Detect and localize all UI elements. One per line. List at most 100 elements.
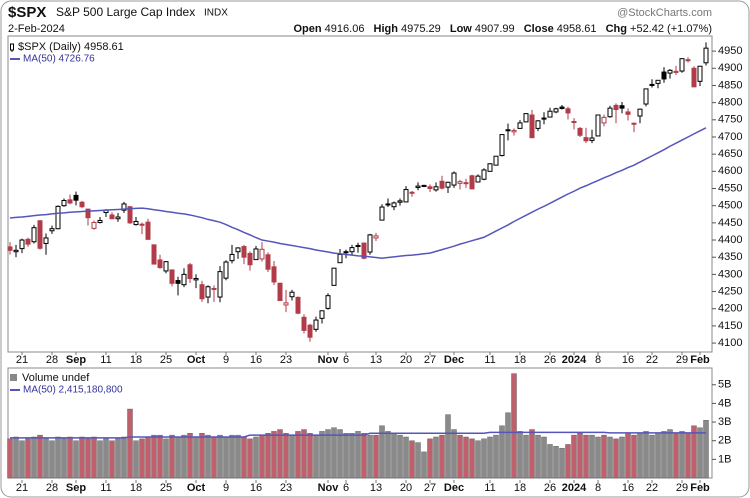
candle-body (289, 291, 295, 298)
candle-body (667, 69, 673, 74)
candle-body (253, 248, 259, 261)
volume-bar (181, 434, 187, 479)
volume-bar (151, 434, 157, 479)
candle-body (517, 122, 523, 129)
volume-bar (673, 433, 679, 479)
x-tick-label: 16 (622, 354, 634, 366)
candle-body (283, 302, 289, 306)
volume-bar (193, 436, 199, 479)
legend-icon (10, 374, 17, 381)
volume-bar (379, 425, 385, 479)
x-tick-label: 28 (46, 354, 58, 366)
volume-bar (685, 433, 691, 479)
volume-bar (55, 436, 61, 479)
candle-body (43, 237, 49, 244)
candle-body (631, 122, 637, 125)
candle-body (175, 280, 181, 284)
candle-body (547, 110, 553, 118)
volume-bar (607, 436, 613, 479)
candle-body (385, 203, 391, 206)
volume-bar (91, 436, 97, 479)
x-tick-label: Oct (187, 354, 206, 366)
plot: 4100 4150 4200 4250 4300 4350 4400 4450 4500 4550… (7, 42, 742, 494)
quote-label: Low (450, 23, 472, 35)
y-tick-label: 4300 (718, 268, 742, 280)
x-tick-label: 26 (544, 482, 556, 494)
candle-body (415, 185, 421, 188)
volume-bar (259, 434, 265, 479)
volume-bar (301, 429, 307, 479)
candle-body (13, 249, 19, 253)
candle-body (487, 163, 493, 172)
x-tick-label: 13 (370, 354, 382, 366)
x-tick-label: Feb (690, 354, 710, 366)
x-tick-label: 21 (16, 354, 28, 366)
y-tick-label: 4700 (718, 131, 742, 143)
quote-value: 4907.99 (475, 23, 515, 35)
candle-body (343, 251, 349, 254)
source: @StockCharts.com (617, 7, 712, 19)
x-tick-label: 13 (370, 482, 382, 494)
volume-bar (163, 438, 169, 479)
volume-bar (595, 436, 601, 479)
volume-bar (421, 451, 427, 479)
x-tick-label: 11 (100, 354, 111, 366)
candle-body (97, 219, 103, 224)
candle-body (235, 247, 241, 253)
candle-body (127, 206, 133, 224)
volume-bar (427, 438, 433, 479)
volume-bar (697, 427, 703, 479)
y-tick-label: 4750 (718, 114, 742, 126)
x-tick-label: 18 (130, 354, 142, 366)
y-tick-label: 4500 (718, 200, 742, 212)
volume-bar (529, 429, 535, 479)
volume-bar (625, 433, 631, 479)
volume-bar (523, 434, 529, 479)
candle-body (169, 269, 175, 284)
volume-bar (493, 434, 499, 479)
candle-body (373, 235, 379, 239)
candle-body (703, 47, 709, 64)
candle-body (325, 295, 331, 309)
candle-body (355, 245, 361, 248)
volume-bar (655, 433, 661, 479)
candle-body (223, 261, 229, 279)
volume-bar (253, 436, 259, 479)
candle-body (181, 273, 187, 286)
volume-bar (265, 433, 271, 479)
candle-body (37, 220, 43, 249)
quote-label: Close (524, 23, 554, 35)
volume-bar (313, 434, 319, 479)
y-tick-label: 1B (718, 453, 731, 465)
candle-body (613, 104, 619, 111)
candle-body (25, 238, 31, 245)
candle-body (553, 108, 559, 113)
volume-bar (307, 433, 313, 479)
y-tick-label: 4650 (718, 148, 742, 160)
volume-bar (511, 373, 517, 479)
x-tick-label: 2024 (562, 354, 587, 366)
candle-body (229, 253, 235, 262)
candle-body (205, 286, 211, 298)
volume-bar (505, 412, 511, 479)
candle-body (55, 205, 61, 230)
candle-body (601, 116, 607, 124)
x-tick-label: 11 (484, 354, 495, 366)
price-panel (7, 35, 713, 353)
x-tick-label: Nov (318, 482, 340, 494)
candle-body (295, 296, 301, 314)
y-tick-label: 4B (718, 397, 731, 409)
volume-bar (175, 436, 181, 479)
candle-body (481, 169, 487, 180)
volume-bar (517, 431, 523, 479)
candle-body (505, 129, 511, 132)
x-tick-label: 16 (250, 354, 262, 366)
volume-bar (451, 429, 457, 479)
candle-body (151, 244, 157, 265)
volume-bar (661, 431, 667, 479)
volume-bar (331, 427, 337, 479)
y-tick-label: 4350 (718, 251, 742, 263)
volume-bar (7, 438, 13, 479)
candle-body (367, 234, 373, 253)
